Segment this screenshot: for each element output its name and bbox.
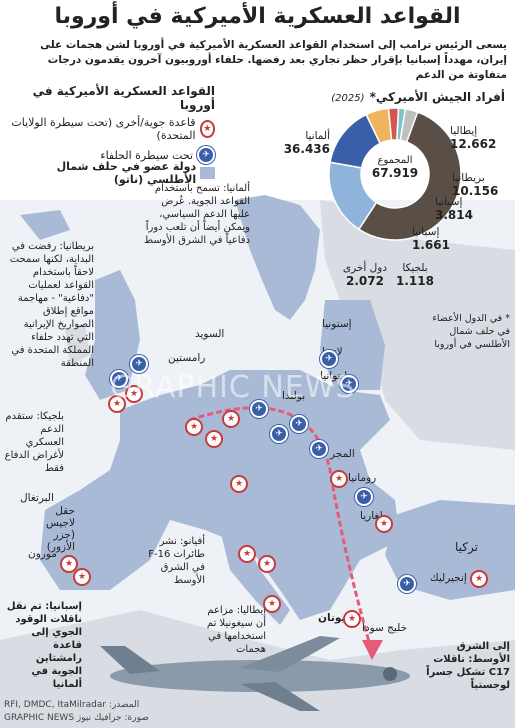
allied-plane-icon: ✈ [290,415,308,433]
airbase-star-icon: ★ [125,385,143,403]
donut-title-block: أفراد الجيش الأميركي* (2025) [300,86,505,105]
donut-label-germany: ألمانيا 36.436 [270,130,330,156]
airbase-star-icon: ★ [73,568,91,586]
c17-aircraft-image [100,636,410,711]
note-uk: بريطانيا: رفضت في البداية، لكنها سمحت لا… [9,241,94,369]
label-lajes: حقل لاجيس (جزر الأزور) [45,505,75,553]
label-romania: رومانيا [348,472,377,484]
page-title: القواعد العسكرية الأميركية في أوروبا [54,4,461,29]
legend-nato-label: دولة عضو في حلف شمال الأطلسي (ناتو) [56,160,197,186]
label-incirlik: إنجيرليك [430,572,467,584]
nato-swatch [200,167,215,179]
donut-title: أفراد الجيش الأميركي* [369,90,505,104]
donut-center-value: 67.919 [371,166,419,180]
note-middle-east: إلى الشرق الأوسط: ناقلات C17 تشكل جسراً … [426,641,510,691]
donut-name-others: دول أخرى [342,262,388,274]
donut-label-others: دول أخرى 2.072 [335,262,395,288]
donut-label-spain-2: إسبانيا 1.661 [412,226,472,252]
donut-year: (2025) [331,93,365,104]
legend-row-blue: ✈ تحت سيطرة الحلفاء [10,146,215,164]
note-belgium: بلجيكا: ستقدم الدعم العسكري لأغراض الدفا… [4,411,64,474]
airbase-star-icon: ★ [375,515,393,533]
donut-label-spain-1: إسبانيا 3.814 [435,196,495,222]
airbase-star-icon: ★ [343,610,361,628]
airbase-star-icon: ★ [258,555,276,573]
note-spain: إسبانيا: تم نقل ناقلات الوقود الجوي إلى … [6,601,82,690]
legend-title: القواعد العسكرية الأميركية في أوروبا [32,84,215,112]
note-aviano: أفيانو: نشر طائرات F-16 في الشرق الأوسط [148,536,205,586]
airbase-star-icon: ★ [185,418,203,436]
donut-value-spain-2: 1.661 [412,238,450,252]
allied-plane-icon: ✈ [398,575,416,593]
legend-row-red: ★ قاعدة جوية/أخرى (تحت سيطرة الولايات ال… [10,116,215,142]
airbase-star-icon: ★ [205,430,223,448]
blue-plane-icon: ✈ [197,146,215,164]
airbase-star-icon: ★ [222,410,240,428]
donut-name-uk: بريطانيا [452,172,485,184]
donut-label-belgium: بلجيكا 1.118 [385,262,445,288]
airbase-star-icon: ★ [230,475,248,493]
airbase-star-icon: ★ [263,595,281,613]
red-star-icon: ★ [199,120,215,138]
donut-value-italy: 12.662 [450,137,497,151]
label-poland: بولندا [282,390,306,402]
watermark: GRAPHIC NEWS [110,370,356,405]
legend: القواعد العسكرية الأميركية في أوروبا ★ ق… [10,84,215,164]
donut-slice [357,111,462,241]
donut-label-italy: إيطاليا 12.662 [450,125,510,151]
donut-name-spain-2: إسبانيا [412,226,440,238]
donut-label-uk: بريطانيا 10.156 [452,172,512,198]
airbase-star-icon: ★ [108,395,126,413]
donut-value-spain-1: 3.814 [435,208,473,222]
donut-value-belgium: 1.118 [396,274,434,288]
donut-value-others: 2.072 [346,274,384,288]
allied-plane-icon: ✈ [130,355,148,373]
note-italy: إيطاليا: مزاعم أن سيغونيلا تم استخدامها … [206,605,266,655]
note-germany: ألمانيا: تسمح باستخدام القواعد الجوية. ع… [143,183,250,246]
donut-center-label: المجموع [377,155,413,166]
allied-plane-icon: ✈ [310,440,328,458]
label-hungary: المجر [330,448,355,460]
intro-text: يسعى الرئيس ترامب إلى استخدام القواعد ال… [40,39,507,81]
credit-text: صورة: جرافيك نيوز GRAPHIC NEWS [4,713,149,723]
airbase-star-icon: ★ [330,470,348,488]
donut-name-italy: إيطاليا [450,125,478,137]
label-souda: خليج سودا [362,622,408,634]
label-turkey: تركيا [455,540,478,554]
allied-plane-icon: ✈ [320,350,338,368]
source-text: المصدر: RFI, DMDC, ItaMilradar [4,700,140,710]
allied-plane-icon: ✈ [340,375,358,393]
donut-name-germany: ألمانيا [305,130,330,142]
label-sweden: السويد [195,328,225,340]
donut-value-germany: 36.436 [283,142,330,156]
label-ramstein: رامستين [168,352,206,364]
legend-blue-label: تحت سيطرة الحلفاء [100,148,193,162]
donut-name-belgium: بلجيكا [402,262,428,274]
donut-slice [399,107,419,144]
donut-value-uk: 10.156 [452,184,499,198]
donut-footnote: * في الدول الأعضاء في حلف شمال الأطلسي ف… [432,313,510,350]
donut-name-spain-1: إسبانيا [435,196,463,208]
allied-plane-icon: ✈ [110,370,128,388]
donut-chart [328,107,462,241]
airbase-star-icon: ★ [470,570,488,588]
legend-red-label: قاعدة جوية/أخرى (تحت سيطرة الولايات المت… [11,116,196,142]
legend-nato: دولة عضو في حلف شمال الأطلسي (ناتو) [10,160,215,186]
allied-plane-icon: ✈ [250,400,268,418]
label-portugal: البرتغال [20,492,54,504]
airbase-star-icon: ★ [238,545,256,563]
airbase-star-icon: ★ [60,555,78,573]
label-estonia: إستونيا [322,318,352,330]
allied-plane-icon: ✈ [355,488,373,506]
donut-center: المجموع 67.919 [355,155,435,180]
allied-plane-icon: ✈ [270,425,288,443]
label-moron: مورون [28,548,57,560]
